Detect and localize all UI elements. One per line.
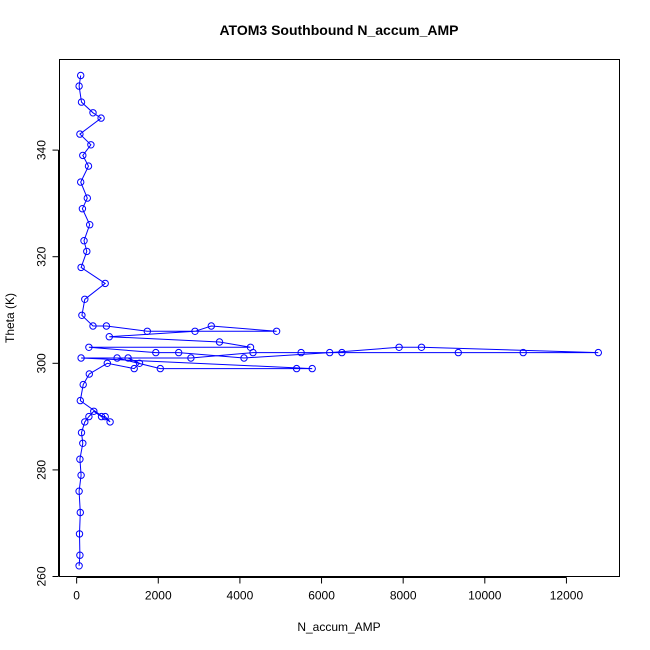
data-point [417,343,426,351]
data-point [77,71,85,80]
data-point [84,162,93,170]
data-point [454,348,462,357]
series-line [78,75,599,566]
data-point [81,418,89,426]
data-point [76,396,85,405]
data-point [135,359,144,367]
data-point [77,428,86,437]
data-point [80,237,88,245]
data-point [103,359,112,367]
data-point [78,205,87,213]
data-point [113,354,121,362]
data-point [77,471,85,479]
chart-title: ATOM3 Southbound N_accum_AMP [219,22,458,38]
plot-area-frame [59,59,620,577]
data-point [79,439,87,447]
data-point [83,247,91,256]
data-point [75,530,84,538]
data-point [106,418,114,426]
data-point [89,109,97,117]
data-point [90,407,98,415]
data-point [246,343,255,351]
data-point [292,364,301,373]
y-tick-label: 260 [35,566,49,586]
data-point [143,327,152,335]
x-axis: 0 2000 4000 6000 8000 10000 12000 [73,577,584,603]
data-point [152,348,160,357]
data-point [102,322,111,330]
data-point [175,348,183,357]
data-point [308,364,316,373]
x-tick-label: 2000 [145,589,172,603]
data-point [79,380,87,389]
data-point [76,130,84,138]
series-layer [75,71,602,570]
data-point [81,295,89,303]
y-axis: 260 280 300 320 340 [35,140,59,587]
data-point [87,141,95,149]
data-point [85,412,93,421]
data-point [76,551,84,559]
data-point [191,327,199,335]
data-point [89,322,97,330]
data-point [75,487,83,495]
data-point [76,508,85,517]
data-point [326,348,334,357]
data-point [75,562,83,570]
x-tick-label: 6000 [308,589,335,603]
data-point [338,348,346,357]
data-point [297,348,305,357]
data-point [75,82,83,90]
data-point [187,354,195,362]
data-point [124,354,132,362]
x-tick-label: 12000 [550,589,584,603]
y-tick-label: 280 [35,460,49,480]
data-point [86,221,94,229]
data-point [97,412,106,421]
data-point [101,412,109,421]
x-tick-label: 8000 [390,589,417,603]
data-point [83,194,92,202]
data-point [77,354,85,362]
data-point [156,364,165,373]
data-point [594,348,602,357]
data-point [78,311,86,319]
data-point [215,338,224,346]
data-point [101,279,109,288]
data-point [85,370,94,378]
data-point [272,327,281,335]
y-tick-label: 300 [35,353,49,373]
y-tick-label: 340 [35,140,49,160]
data-point [105,333,114,341]
data-point [77,178,85,186]
data-point [207,322,216,330]
data-point [77,263,85,272]
data-point [240,354,248,362]
data-point [85,343,93,351]
x-tick-label: 10000 [468,589,502,603]
data-point [395,343,403,351]
x-axis-label: N_accum_AMP [297,620,380,634]
y-axis-label: Theta (K) [3,293,17,343]
x-tick-label: 4000 [227,589,254,603]
data-point [77,98,86,106]
y-tick-label: 320 [35,246,49,266]
data-point [519,348,527,357]
data-point [97,114,105,122]
data-point [130,364,138,373]
data-point [76,455,84,463]
data-point [79,151,87,160]
x-tick-label: 0 [73,589,80,603]
